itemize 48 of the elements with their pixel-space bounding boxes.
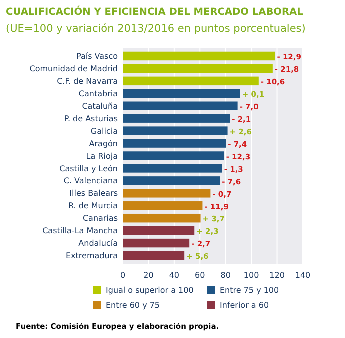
x-tick-label: 140: [295, 271, 311, 280]
y-tick-label: Galicia: [90, 126, 118, 136]
bar: [123, 238, 190, 248]
y-tick-label: Castilla-La Mancha: [42, 226, 118, 236]
x-tick-label: 0: [120, 271, 126, 280]
y-tick-label: Cantabria: [78, 89, 118, 98]
bar: [123, 176, 220, 186]
y-tick-label: Comunidad de Madrid: [30, 64, 118, 74]
x-tick-label: 60: [195, 271, 206, 280]
y-tick-label: Extremadura: [66, 252, 118, 261]
x-tick-label: 40: [169, 271, 180, 280]
bar: [123, 64, 273, 74]
bar: [123, 76, 259, 86]
y-tick-label: La Rioja: [86, 152, 118, 161]
bar: [123, 139, 226, 148]
y-tick-label: Aragón: [89, 139, 118, 148]
bar: [123, 189, 211, 198]
y-tick-label: C.F. de Navarra: [57, 76, 118, 86]
bar: [123, 226, 195, 236]
y-tick-label: Cataluña: [82, 102, 118, 111]
chart-subtitle: (UE=100 y variación 2013/2016 en puntos porcentuales): [6, 23, 306, 35]
bar: [123, 164, 222, 173]
y-tick-label: Illes Balears: [70, 189, 118, 198]
y-tick-label: R. de Murcia: [68, 202, 118, 211]
bar: [123, 114, 230, 123]
legend-label: Entre 60 y 75: [106, 301, 160, 310]
bar: [123, 202, 203, 210]
x-tick-label: 80: [220, 271, 231, 280]
x-tick-label: 20: [144, 271, 154, 280]
y-tick-label: P. de Asturias: [64, 114, 118, 124]
x-tick-label: 120: [270, 271, 285, 280]
y-tick-label: Castilla y León: [60, 164, 118, 174]
legend-label: Entre 75 y 100: [220, 286, 280, 295]
bar: [123, 102, 238, 110]
bar: [123, 52, 276, 61]
y-tick-label: Andalucía: [78, 239, 118, 248]
bar: [123, 152, 224, 160]
y-tick-label: C. Valenciana: [64, 176, 118, 186]
chart-title: CUALIFICACIÓN Y EFICIENCIA DEL MERCADO LABORAL: [6, 5, 304, 18]
bar: [123, 214, 201, 223]
legend-label: Igual o superior a 100: [106, 286, 194, 295]
bar: [123, 126, 228, 136]
bar: [123, 89, 240, 98]
y-tick-label: Canarias: [82, 214, 118, 224]
x-tick-label: 100: [244, 271, 260, 280]
bar: [123, 251, 185, 260]
legend-label: Inferior a 60: [220, 301, 270, 310]
y-tick-label: País Vasco: [76, 52, 118, 62]
